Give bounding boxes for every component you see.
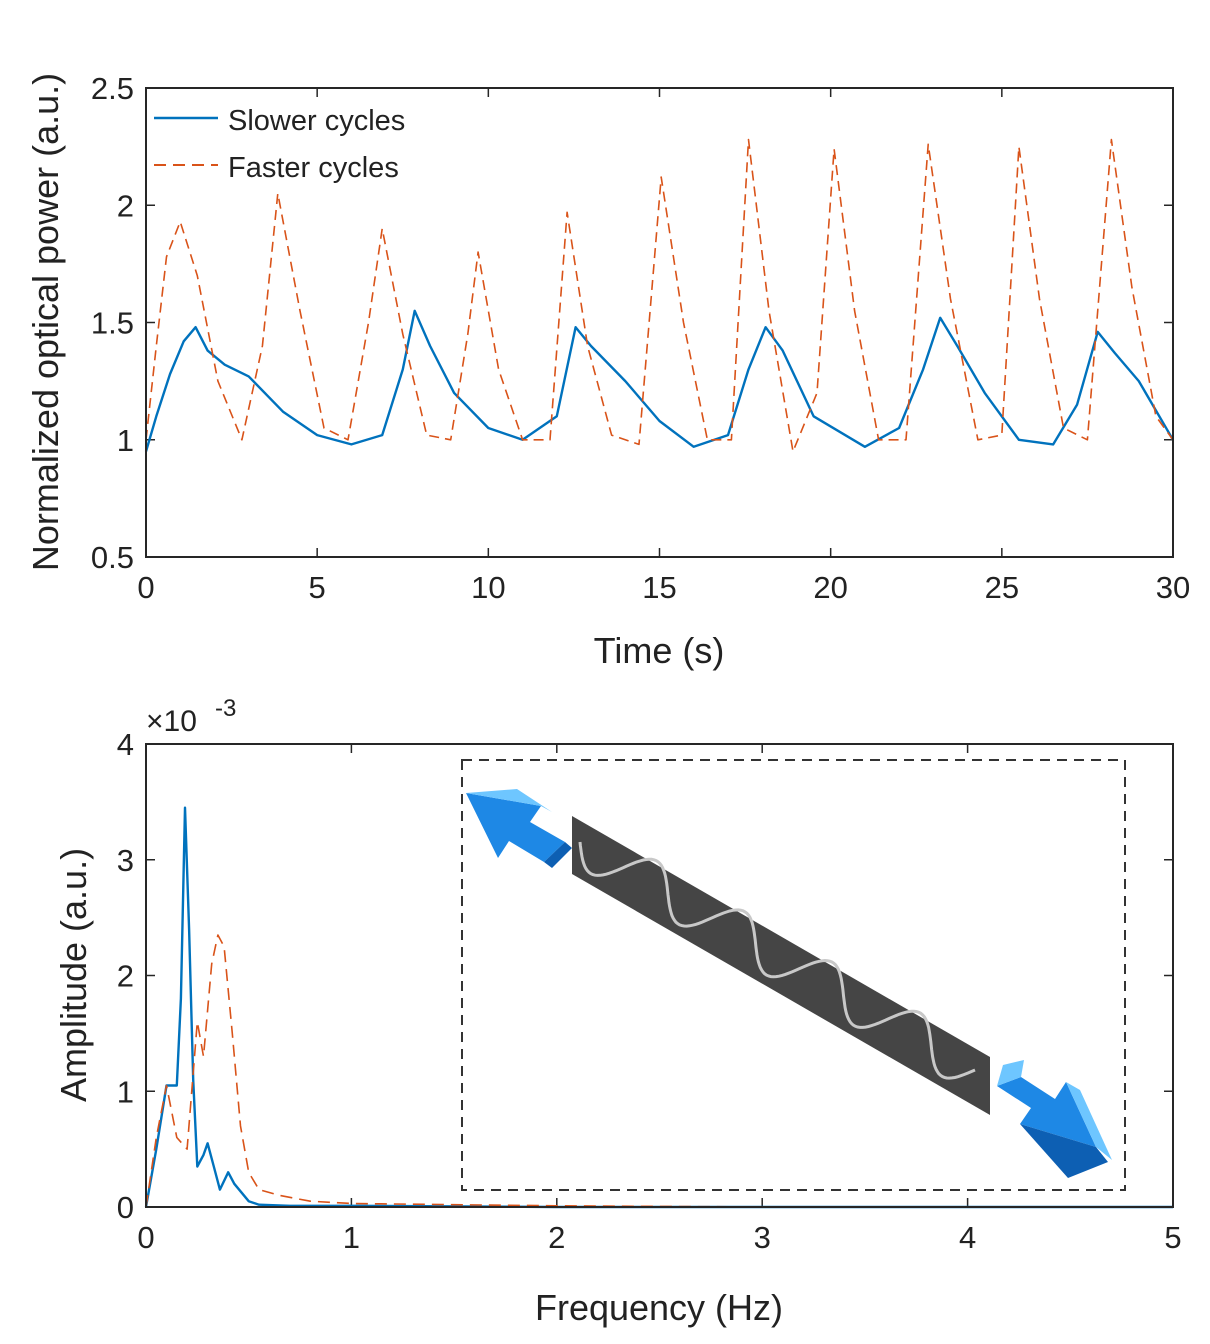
legend-label-slower: Slower cycles xyxy=(228,105,405,137)
time-y-tick-label: 0.5 xyxy=(91,540,134,575)
frequency-axis-x-label: Frequency (Hz) xyxy=(535,1287,783,1328)
frequency-axis-ticks: 0 1 2 3 4 5 0 1 2 3 4 xyxy=(117,727,1182,1255)
stretch-arrow-right-icon xyxy=(997,1060,1112,1178)
exponent-multiplier: ×10 xyxy=(146,705,197,738)
frequency-x-tick-label: 4 xyxy=(959,1220,976,1255)
time-x-tick-label: 25 xyxy=(985,570,1019,605)
y-exponent: ×10 -3 xyxy=(146,695,236,738)
frequency-y-tick-label: 2 xyxy=(117,959,134,994)
frequency-x-tick-label: 2 xyxy=(548,1220,565,1255)
time-domain-chart: 0 5 10 15 20 25 30 0.5 1 1.5 2 2.5 Slower cycles Fa… xyxy=(25,71,1190,671)
frequency-x-tick-label: 1 xyxy=(343,1220,360,1255)
time-series-faster xyxy=(145,138,1174,453)
legend-label-faster: Faster cycles xyxy=(228,152,399,184)
time-y-tick-label: 2 xyxy=(117,188,134,223)
time-x-tick-label: 30 xyxy=(1156,570,1190,605)
inset-dashed-frame xyxy=(461,759,1126,1191)
frequency-y-tick-label: 4 xyxy=(117,727,134,762)
frequency-x-tick-label: 0 xyxy=(137,1220,154,1255)
time-x-tick-label: 0 xyxy=(137,570,154,605)
frequency-axis-y-label: Amplitude (a.u.) xyxy=(53,848,94,1102)
frequency-x-tick-label: 5 xyxy=(1164,1220,1181,1255)
frequency-x-tick-label: 3 xyxy=(754,1220,771,1255)
time-series-lines xyxy=(144,138,1175,453)
time-x-tick-label: 5 xyxy=(309,570,326,605)
time-axis-y-label: Normalized optical power (a.u.) xyxy=(25,73,66,571)
time-y-tick-label: 1.5 xyxy=(91,306,134,341)
time-y-tick-label: 1 xyxy=(117,423,134,458)
frequency-plot-frame xyxy=(145,743,1174,1208)
time-plot-frame xyxy=(145,87,1174,558)
fiber-path xyxy=(578,841,976,1080)
stretched-strip xyxy=(572,816,990,1115)
inset-schematic xyxy=(461,759,1126,1191)
embedded-fiber xyxy=(578,841,976,1080)
time-x-tick-label: 10 xyxy=(471,570,505,605)
frequency-y-tick-label: 1 xyxy=(117,1074,134,1109)
frequency-y-tick-label: 3 xyxy=(117,843,134,878)
time-axis-ticks: 0 5 10 15 20 25 30 0.5 1 1.5 2 2.5 xyxy=(91,71,1190,605)
stretch-arrow-left-icon xyxy=(466,789,572,868)
exponent-power: -3 xyxy=(215,695,236,722)
time-series-slower xyxy=(144,309,1175,452)
frequency-domain-chart: 0 1 2 3 4 5 0 1 2 3 4 ×10 -3 Frequency (Hz) xyxy=(53,695,1182,1328)
time-x-tick-label: 15 xyxy=(642,570,676,605)
time-y-tick-label: 2.5 xyxy=(91,71,134,106)
time-axis-x-label: Time (s) xyxy=(594,630,725,671)
legend: Slower cycles Faster cycles xyxy=(154,105,405,184)
time-x-tick-label: 20 xyxy=(813,570,847,605)
frequency-y-tick-label: 0 xyxy=(117,1190,134,1225)
